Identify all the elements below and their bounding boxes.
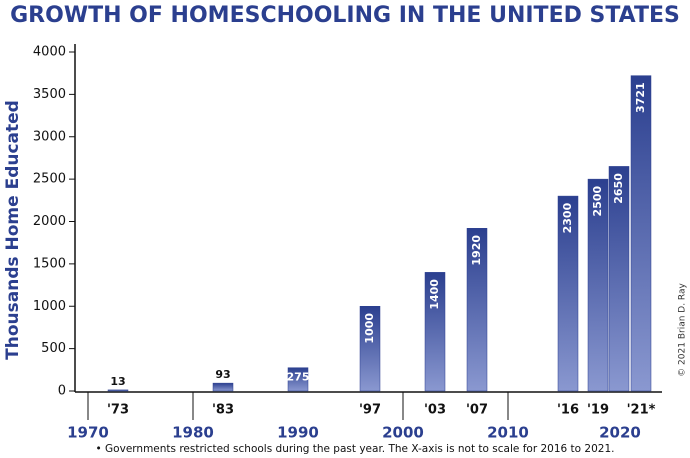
y-tick-label: 500 xyxy=(41,341,66,356)
decade-label: 2020 xyxy=(599,424,641,442)
decade-label: 1970 xyxy=(67,424,109,442)
value-label: 2650 xyxy=(612,173,625,204)
bar xyxy=(587,178,609,392)
x-tick-label: '19 xyxy=(587,403,609,418)
x-tick-label: '16 xyxy=(557,403,579,418)
bar xyxy=(630,75,652,392)
y-tick-label: 1500 xyxy=(33,256,66,271)
value-label: 275 xyxy=(287,371,310,384)
bar xyxy=(212,382,234,392)
value-label: 3721 xyxy=(634,82,647,113)
value-label: 1920 xyxy=(470,235,483,266)
x-tick-label: '83 xyxy=(212,403,234,418)
bar xyxy=(359,306,381,392)
y-tick-label: 2500 xyxy=(33,172,66,187)
y-tick-label: 2000 xyxy=(33,214,66,229)
y-tick-label: 1000 xyxy=(33,299,66,314)
value-label: 2500 xyxy=(591,185,604,216)
credit: © 2021 Brian D. Ray xyxy=(678,283,688,377)
value-label: 1000 xyxy=(363,313,376,344)
value-label: 2300 xyxy=(561,202,574,233)
decade-label: 2000 xyxy=(382,424,424,442)
bar xyxy=(466,228,488,392)
bar xyxy=(608,166,630,392)
x-tick-label: '73 xyxy=(107,403,129,418)
x-tick-label: '97 xyxy=(359,403,381,418)
y-tick-label: 3000 xyxy=(33,129,66,144)
y-tick-label: 4000 xyxy=(33,45,66,60)
chart-title: GROWTH OF HOMESCHOOLING IN THE UNITED ST… xyxy=(10,3,680,28)
decade-label: 1980 xyxy=(172,424,214,442)
y-axis-label: Thousands Home Educated xyxy=(3,100,23,360)
bar xyxy=(107,389,129,392)
footnote: • Governments restricted schools during … xyxy=(96,443,615,455)
bar xyxy=(557,195,579,392)
y-tick-label: 3500 xyxy=(33,87,66,102)
y-tick-label: 0 xyxy=(58,384,66,399)
value-label: 13 xyxy=(110,375,125,388)
bar xyxy=(287,367,309,392)
value-label: 93 xyxy=(215,368,230,381)
x-tick-label: '03 xyxy=(424,403,446,418)
x-tick-label: '07 xyxy=(466,403,488,418)
decade-label: 1990 xyxy=(277,424,319,442)
value-label: 1400 xyxy=(428,279,441,310)
x-tick-label: '21* xyxy=(627,403,656,418)
bar xyxy=(424,272,446,392)
decade-label: 2010 xyxy=(487,424,529,442)
